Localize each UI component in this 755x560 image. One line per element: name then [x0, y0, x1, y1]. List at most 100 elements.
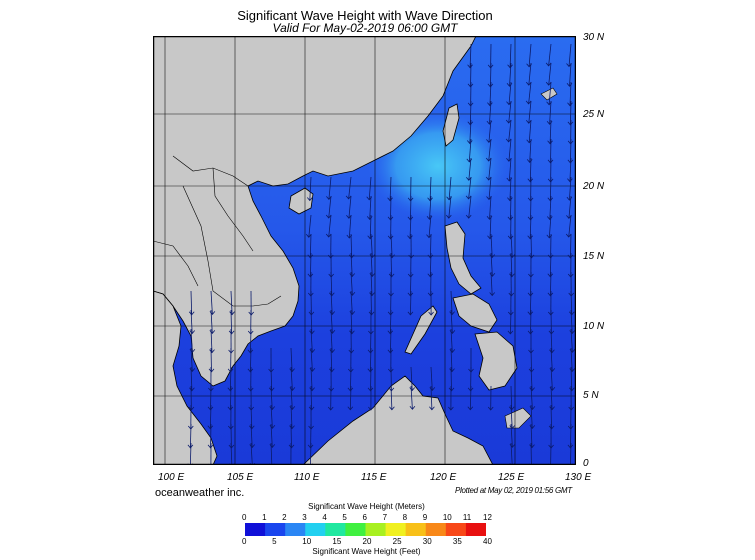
wave-arrow: [530, 385, 533, 410]
wave-arrow: [190, 366, 193, 391]
wave-arrow: [530, 366, 533, 391]
wave-arrow-head: [407, 311, 414, 316]
wave-arrow: [510, 233, 513, 258]
wave-arrow: [429, 176, 432, 201]
wave-arrow: [489, 100, 492, 125]
wave-arrow: [569, 81, 572, 106]
wave-arrow-head: [525, 100, 532, 105]
wave-arrow-head: [429, 387, 436, 392]
wave-arrow-head: [505, 138, 512, 143]
wave-arrow-head: [387, 330, 394, 335]
wave-arrow-head: [529, 425, 536, 430]
wave-arrow: [448, 176, 452, 200]
lon-label: 110 E: [294, 472, 320, 483]
wave-arrow: [510, 252, 513, 277]
colorbar-segment: [305, 523, 326, 536]
wave-arrow-head: [448, 406, 454, 411]
wave-height-map: [153, 36, 576, 465]
wave-arrow-head: [546, 216, 553, 221]
wave-arrow: [330, 271, 333, 296]
wave-arrow: [469, 100, 472, 125]
wave-arrow-head: [207, 444, 214, 449]
wave-arrow-head: [427, 197, 433, 202]
wave-arrow: [310, 252, 312, 277]
wave-arrow-head: [509, 273, 515, 278]
wave-arrow-head: [547, 140, 553, 145]
wave-arrow: [410, 290, 412, 315]
wave-arrow: [508, 100, 512, 124]
wave-arrow: [468, 157, 472, 181]
wave-arrow-head: [449, 311, 455, 316]
wave-arrow-head: [367, 368, 374, 373]
wave-arrow-head: [289, 368, 295, 373]
wave-arrow: [210, 328, 213, 353]
wave-arrow: [290, 404, 293, 429]
wave-arrow: [450, 366, 452, 391]
wave-arrow-head: [289, 406, 296, 411]
wave-arrow: [450, 290, 453, 315]
wave-arrow: [250, 442, 253, 465]
wave-arrow: [349, 385, 352, 410]
wave-arrow-head: [228, 330, 235, 335]
wave-arrow-head: [325, 214, 332, 219]
scale-tick: 2: [282, 513, 287, 522]
wave-arrow: [230, 309, 232, 334]
wave-arrow: [469, 119, 472, 144]
wave-arrow: [508, 119, 512, 142]
wave-arrow: [450, 347, 453, 372]
wave-height-colorbar: [245, 523, 486, 536]
wave-arrow: [348, 214, 352, 239]
colorbar-segment: [405, 523, 427, 536]
wave-arrow-head: [207, 425, 214, 430]
wave-arrow-head: [427, 273, 434, 278]
wave-arrow-head: [527, 235, 534, 240]
wave-arrow-head: [308, 406, 315, 411]
wave-arrow: [328, 195, 332, 219]
map-title: Significant Wave Height with Wave Direct…: [237, 8, 493, 23]
wave-arrow: [310, 385, 312, 410]
scale-tick: 10: [302, 537, 312, 546]
lon-label: 130 E: [565, 472, 592, 483]
wave-arrow: [528, 62, 532, 86]
wave-arrow-head: [209, 349, 215, 354]
wave-arrow-head: [527, 311, 534, 316]
wave-arrow: [189, 442, 192, 465]
wave-arrow: [488, 138, 492, 162]
wave-arrow: [370, 271, 373, 296]
wave-arrow: [489, 195, 492, 220]
wave-arrow-head: [309, 387, 315, 392]
wave-arrow: [528, 119, 532, 143]
scale-tick: 8: [402, 513, 408, 522]
scale-title-meters: Significant Wave Height (Meters): [308, 502, 425, 511]
wave-arrow: [270, 442, 273, 465]
wave-arrow-head: [409, 406, 416, 410]
wave-arrow: [309, 176, 312, 201]
lon-label: 115 E: [361, 472, 387, 483]
mindanao-island: [474, 331, 518, 391]
wave-arrow-head: [307, 273, 314, 278]
wave-arrow: [448, 195, 452, 219]
valid-time-subtitle: Valid For May-02-2019 06:00 GMT: [272, 21, 458, 35]
wave-arrow: [509, 43, 512, 68]
wave-arrow-head: [568, 311, 575, 316]
wave-arrow: [528, 100, 532, 124]
wave-arrow: [410, 195, 412, 220]
wave-arrow-head: [305, 234, 312, 238]
wave-arrow: [549, 100, 552, 125]
wave-arrow-head: [227, 406, 234, 411]
colorbar-segment: [285, 523, 306, 536]
wave-arrow: [468, 195, 472, 219]
lat-lon-grid: [153, 36, 576, 465]
wave-arrow-head: [409, 387, 416, 392]
wave-arrow: [350, 252, 353, 277]
colorbar-segment: [325, 523, 346, 536]
wave-arrow: [370, 252, 373, 277]
lat-label: 10 N: [583, 321, 605, 332]
wave-arrow: [570, 233, 572, 258]
wave-arrow-head: [407, 292, 414, 297]
wave-arrow: [488, 157, 492, 181]
wave-arrow-head: [507, 64, 513, 69]
scale-tick: 10: [442, 513, 452, 522]
wave-arrow: [190, 423, 192, 448]
wave-arrow-head: [489, 292, 496, 297]
